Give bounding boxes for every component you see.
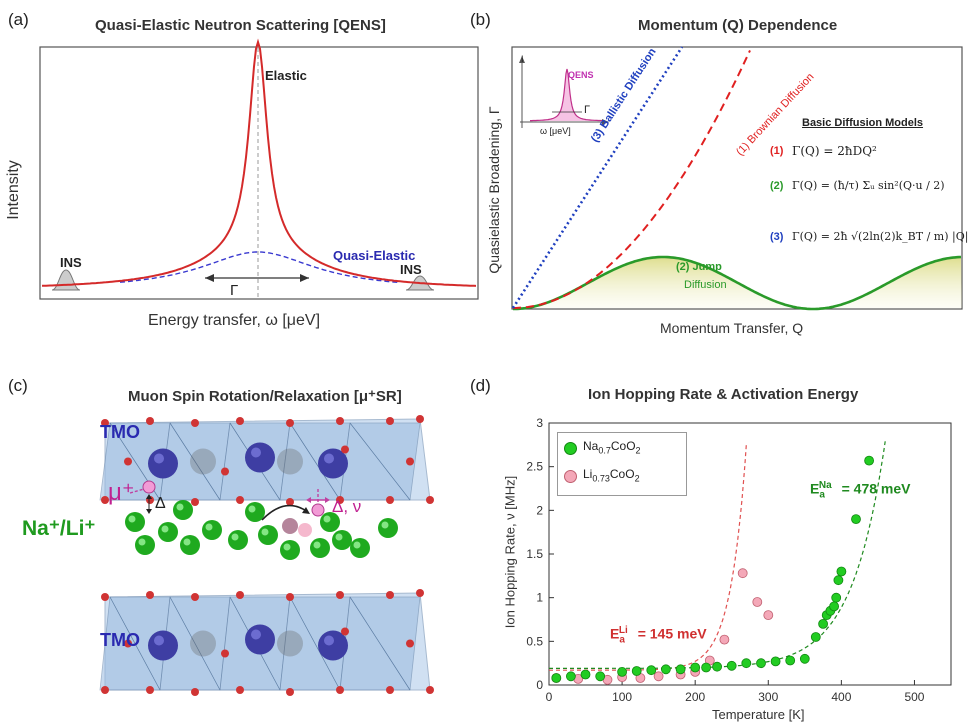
data-point bbox=[818, 619, 828, 629]
data-point bbox=[763, 610, 774, 620]
y-tick-label: 2.5 bbox=[526, 460, 543, 474]
muon-label: μ⁺ bbox=[108, 479, 135, 506]
chart-xlabel: Temperature [K] bbox=[712, 707, 805, 722]
data-point bbox=[719, 634, 730, 645]
model-2-num: (2) bbox=[770, 180, 784, 192]
model-2-eq: Γ(Q) = (ħ/τ) Σᵤ sin²(Q·u / 2) bbox=[792, 179, 945, 192]
data-point bbox=[829, 601, 839, 612]
data-point bbox=[851, 514, 861, 524]
data-point bbox=[741, 658, 752, 669]
delta-nu-label: Δ, ν bbox=[332, 497, 362, 516]
data-point bbox=[799, 653, 810, 664]
data-point bbox=[833, 575, 844, 586]
y-tick-label: 0.5 bbox=[526, 634, 543, 648]
data-point bbox=[737, 568, 748, 579]
panel-b-xlabel: Momentum Transfer, Q bbox=[660, 320, 804, 336]
y-tick-label: 3 bbox=[536, 416, 543, 430]
x-tick-label: 200 bbox=[685, 690, 705, 704]
data-point bbox=[864, 455, 874, 466]
data-point bbox=[661, 664, 671, 675]
y-tick-label: 0 bbox=[536, 678, 543, 692]
data-point bbox=[756, 658, 766, 669]
data-point bbox=[785, 655, 796, 666]
data-point bbox=[646, 665, 657, 676]
data-point bbox=[712, 661, 722, 672]
quasi-elastic-label: Quasi-Elastic bbox=[333, 248, 416, 263]
data-point bbox=[831, 592, 842, 603]
data-point bbox=[690, 662, 701, 673]
delta-label: Δ bbox=[155, 495, 166, 512]
data-point bbox=[595, 671, 606, 682]
x-tick-label: 300 bbox=[758, 690, 778, 704]
data-point bbox=[675, 664, 686, 675]
x-tick-label: 100 bbox=[612, 690, 632, 704]
panel-a-title: Quasi-Elastic Neutron Scattering [QENS] bbox=[95, 17, 386, 34]
elastic-label: Elastic bbox=[265, 68, 307, 83]
ins-left-label: INS bbox=[60, 255, 82, 270]
model-3-eq: Γ(Q) = 2ħ √(2ln(2)k_BT / m) |Q| bbox=[792, 230, 969, 243]
data-point bbox=[726, 660, 737, 671]
data-point bbox=[752, 597, 763, 607]
legend-marker-li bbox=[564, 470, 577, 483]
data-point bbox=[770, 656, 781, 667]
models-title: Basic Diffusion Models bbox=[802, 117, 924, 129]
legend-label-li: Li0.73CoO2 bbox=[583, 467, 640, 484]
data-point bbox=[580, 669, 591, 680]
legend-label-na: Na0.7CoO2 bbox=[583, 439, 641, 456]
chart-legend: Na0.7CoO2 Li0.73CoO2 bbox=[557, 432, 687, 496]
panel-a-xlabel: Energy transfer, ω [μeV] bbox=[148, 312, 321, 329]
tmo-bottom-label: TMO bbox=[100, 630, 140, 650]
ions-label: Na⁺/Li⁺ bbox=[22, 517, 96, 540]
y-tick-label: 1 bbox=[536, 591, 543, 605]
data-point bbox=[566, 671, 576, 682]
x-tick-label: 0 bbox=[546, 690, 553, 704]
data-point bbox=[810, 632, 821, 642]
inset-axis-omega: ω [μeV] bbox=[540, 126, 571, 136]
model-3-num: (3) bbox=[770, 231, 784, 243]
legend-marker-na bbox=[564, 442, 577, 455]
panel-d-title: Ion Hopping Rate & Activation Energy bbox=[588, 386, 859, 403]
inset-axis-i: I bbox=[521, 54, 524, 64]
gamma-label: Γ bbox=[230, 282, 239, 299]
model-1-eq: Γ(Q) = 2ħDQ² bbox=[792, 144, 877, 158]
data-point bbox=[551, 673, 562, 683]
data-point bbox=[836, 566, 847, 577]
data-point bbox=[631, 666, 642, 676]
panel-b-label: (b) bbox=[470, 10, 491, 29]
data-point bbox=[701, 662, 711, 673]
model-1-num: (1) bbox=[770, 145, 784, 157]
ea-li-annotation: EaLi = 145 meV bbox=[610, 625, 707, 646]
panel-c-title: Muon Spin Rotation/Relaxation [μ⁺SR] bbox=[128, 388, 402, 405]
data-point bbox=[617, 667, 627, 677]
y-tick-label: 1.5 bbox=[526, 547, 543, 561]
panel-d-label: (d) bbox=[470, 376, 491, 395]
panel-c-label: (c) bbox=[8, 376, 28, 395]
ea-na-annotation: EaNa = 478 meV bbox=[810, 480, 911, 501]
jump-label-2: Diffusion bbox=[684, 279, 727, 291]
data-point bbox=[653, 671, 664, 682]
jump-label: (2) Jump bbox=[676, 261, 722, 273]
x-tick-label: 500 bbox=[904, 690, 924, 704]
y-tick-label: 2 bbox=[536, 503, 543, 517]
ins-right-label: INS bbox=[400, 262, 422, 277]
x-tick-label: 400 bbox=[831, 690, 851, 704]
inset-gamma-label: Γ bbox=[584, 104, 591, 116]
tmo-top-label: TMO bbox=[100, 422, 140, 442]
panel-b-title: Momentum (Q) Dependence bbox=[638, 17, 838, 34]
inset-qens-label: QENS bbox=[568, 70, 594, 80]
panel-a-label: (a) bbox=[8, 10, 29, 29]
